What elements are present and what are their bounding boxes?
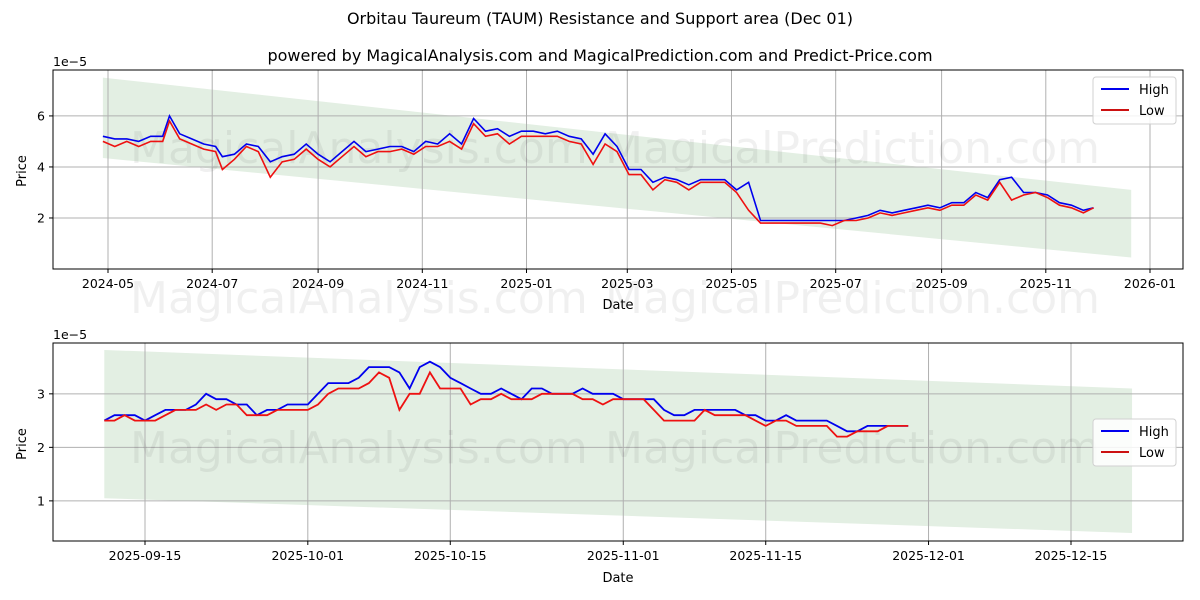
x-tick-label: 2024-11 [396, 276, 448, 291]
watermark-magicalanalysis-top-2: MagicalAnalysis.com [130, 273, 588, 324]
bottom-legend: High Low [1092, 418, 1177, 467]
watermark-magicalprediction-top-1: MagicalPrediction.com [605, 123, 1100, 174]
watermark-magicalprediction-top-2: MagicalPrediction.com [605, 273, 1100, 324]
y-tick-label: 1 [37, 493, 45, 508]
top-y-axis-label: Price [15, 155, 30, 187]
y-tick-label: 3 [37, 386, 45, 401]
watermark-magicalanalysis-top-1: MagicalAnalysis.com [130, 123, 588, 174]
x-tick-label: 2025-12-01 [892, 548, 965, 563]
legend-low-label: Low [1139, 104, 1165, 119]
top-high-line [102, 113, 1094, 222]
chart-subtitle: powered by MagicalAnalysis.com and Magic… [267, 46, 933, 65]
x-tick-label: 2025-12-15 [1035, 548, 1108, 563]
top-y-axis: 2 4 6 [37, 108, 53, 225]
y-tick-label: 4 [37, 159, 45, 174]
chart-title: Orbitau Taureum (TAUM) Resistance and Su… [346, 9, 854, 28]
legend-low-label: Low [1139, 446, 1165, 461]
bottom-plot-frame [52, 342, 1184, 542]
bottom-y-scale-label: 1e−5 [53, 327, 87, 342]
watermark-magicalanalysis-bottom: MagicalAnalysis.com [130, 423, 588, 474]
x-tick-label: 2025-11-01 [587, 548, 660, 563]
y-tick-label: 2 [37, 440, 45, 455]
x-tick-label: 2025-09-15 [109, 548, 182, 563]
top-y-scale-label: 1e−5 [53, 54, 87, 69]
bottom-x-axis-label: Date [602, 571, 633, 586]
top-x-axis-label: Date [602, 298, 633, 313]
x-tick-label: 2025-05 [705, 276, 757, 291]
x-tick-label: 2025-10-01 [271, 548, 344, 563]
x-tick-label: 2024-07 [186, 276, 238, 291]
bottom-y-axis: 1 2 3 [37, 386, 53, 508]
top-legend: High Low [1092, 76, 1177, 125]
x-tick-label: 2024-09 [292, 276, 344, 291]
bottom-y-axis-label: Price [15, 428, 30, 460]
bottom-support-resistance-band [104, 349, 1133, 533]
y-tick-label: 2 [37, 210, 45, 225]
bottom-low-line [104, 370, 909, 438]
legend-high-label: High [1139, 425, 1169, 440]
y-tick-label: 6 [37, 108, 45, 123]
x-tick-label: 2025-01 [500, 276, 552, 291]
x-tick-label: 2025-11-15 [729, 548, 802, 563]
x-tick-label: 2025-03 [601, 276, 653, 291]
x-tick-label: 2025-09 [915, 276, 967, 291]
bottom-grid [53, 343, 1183, 541]
x-tick-label: 2026-01 [1124, 276, 1176, 291]
bottom-x-axis: 2025-09-15 2025-10-01 2025-10-15 2025-11-01… [109, 541, 1108, 563]
x-tick-label: 2025-07 [810, 276, 862, 291]
x-tick-label: 2024-05 [82, 276, 134, 291]
top-plot-frame [52, 69, 1184, 270]
legend-high-label: High [1139, 83, 1169, 98]
bottom-chart: MagicalAnalysis.com MagicalPrediction.co… [15, 327, 1184, 586]
top-x-axis: 2024-05 2024-07 2024-09 2024-11 2025-01 2025-… [82, 269, 1176, 291]
top-chart: MagicalAnalysis.com MagicalPrediction.co… [15, 54, 1184, 324]
x-tick-label: 2025-11 [1020, 276, 1072, 291]
x-tick-label: 2025-10-15 [414, 548, 487, 563]
top-low-line [102, 119, 1094, 227]
